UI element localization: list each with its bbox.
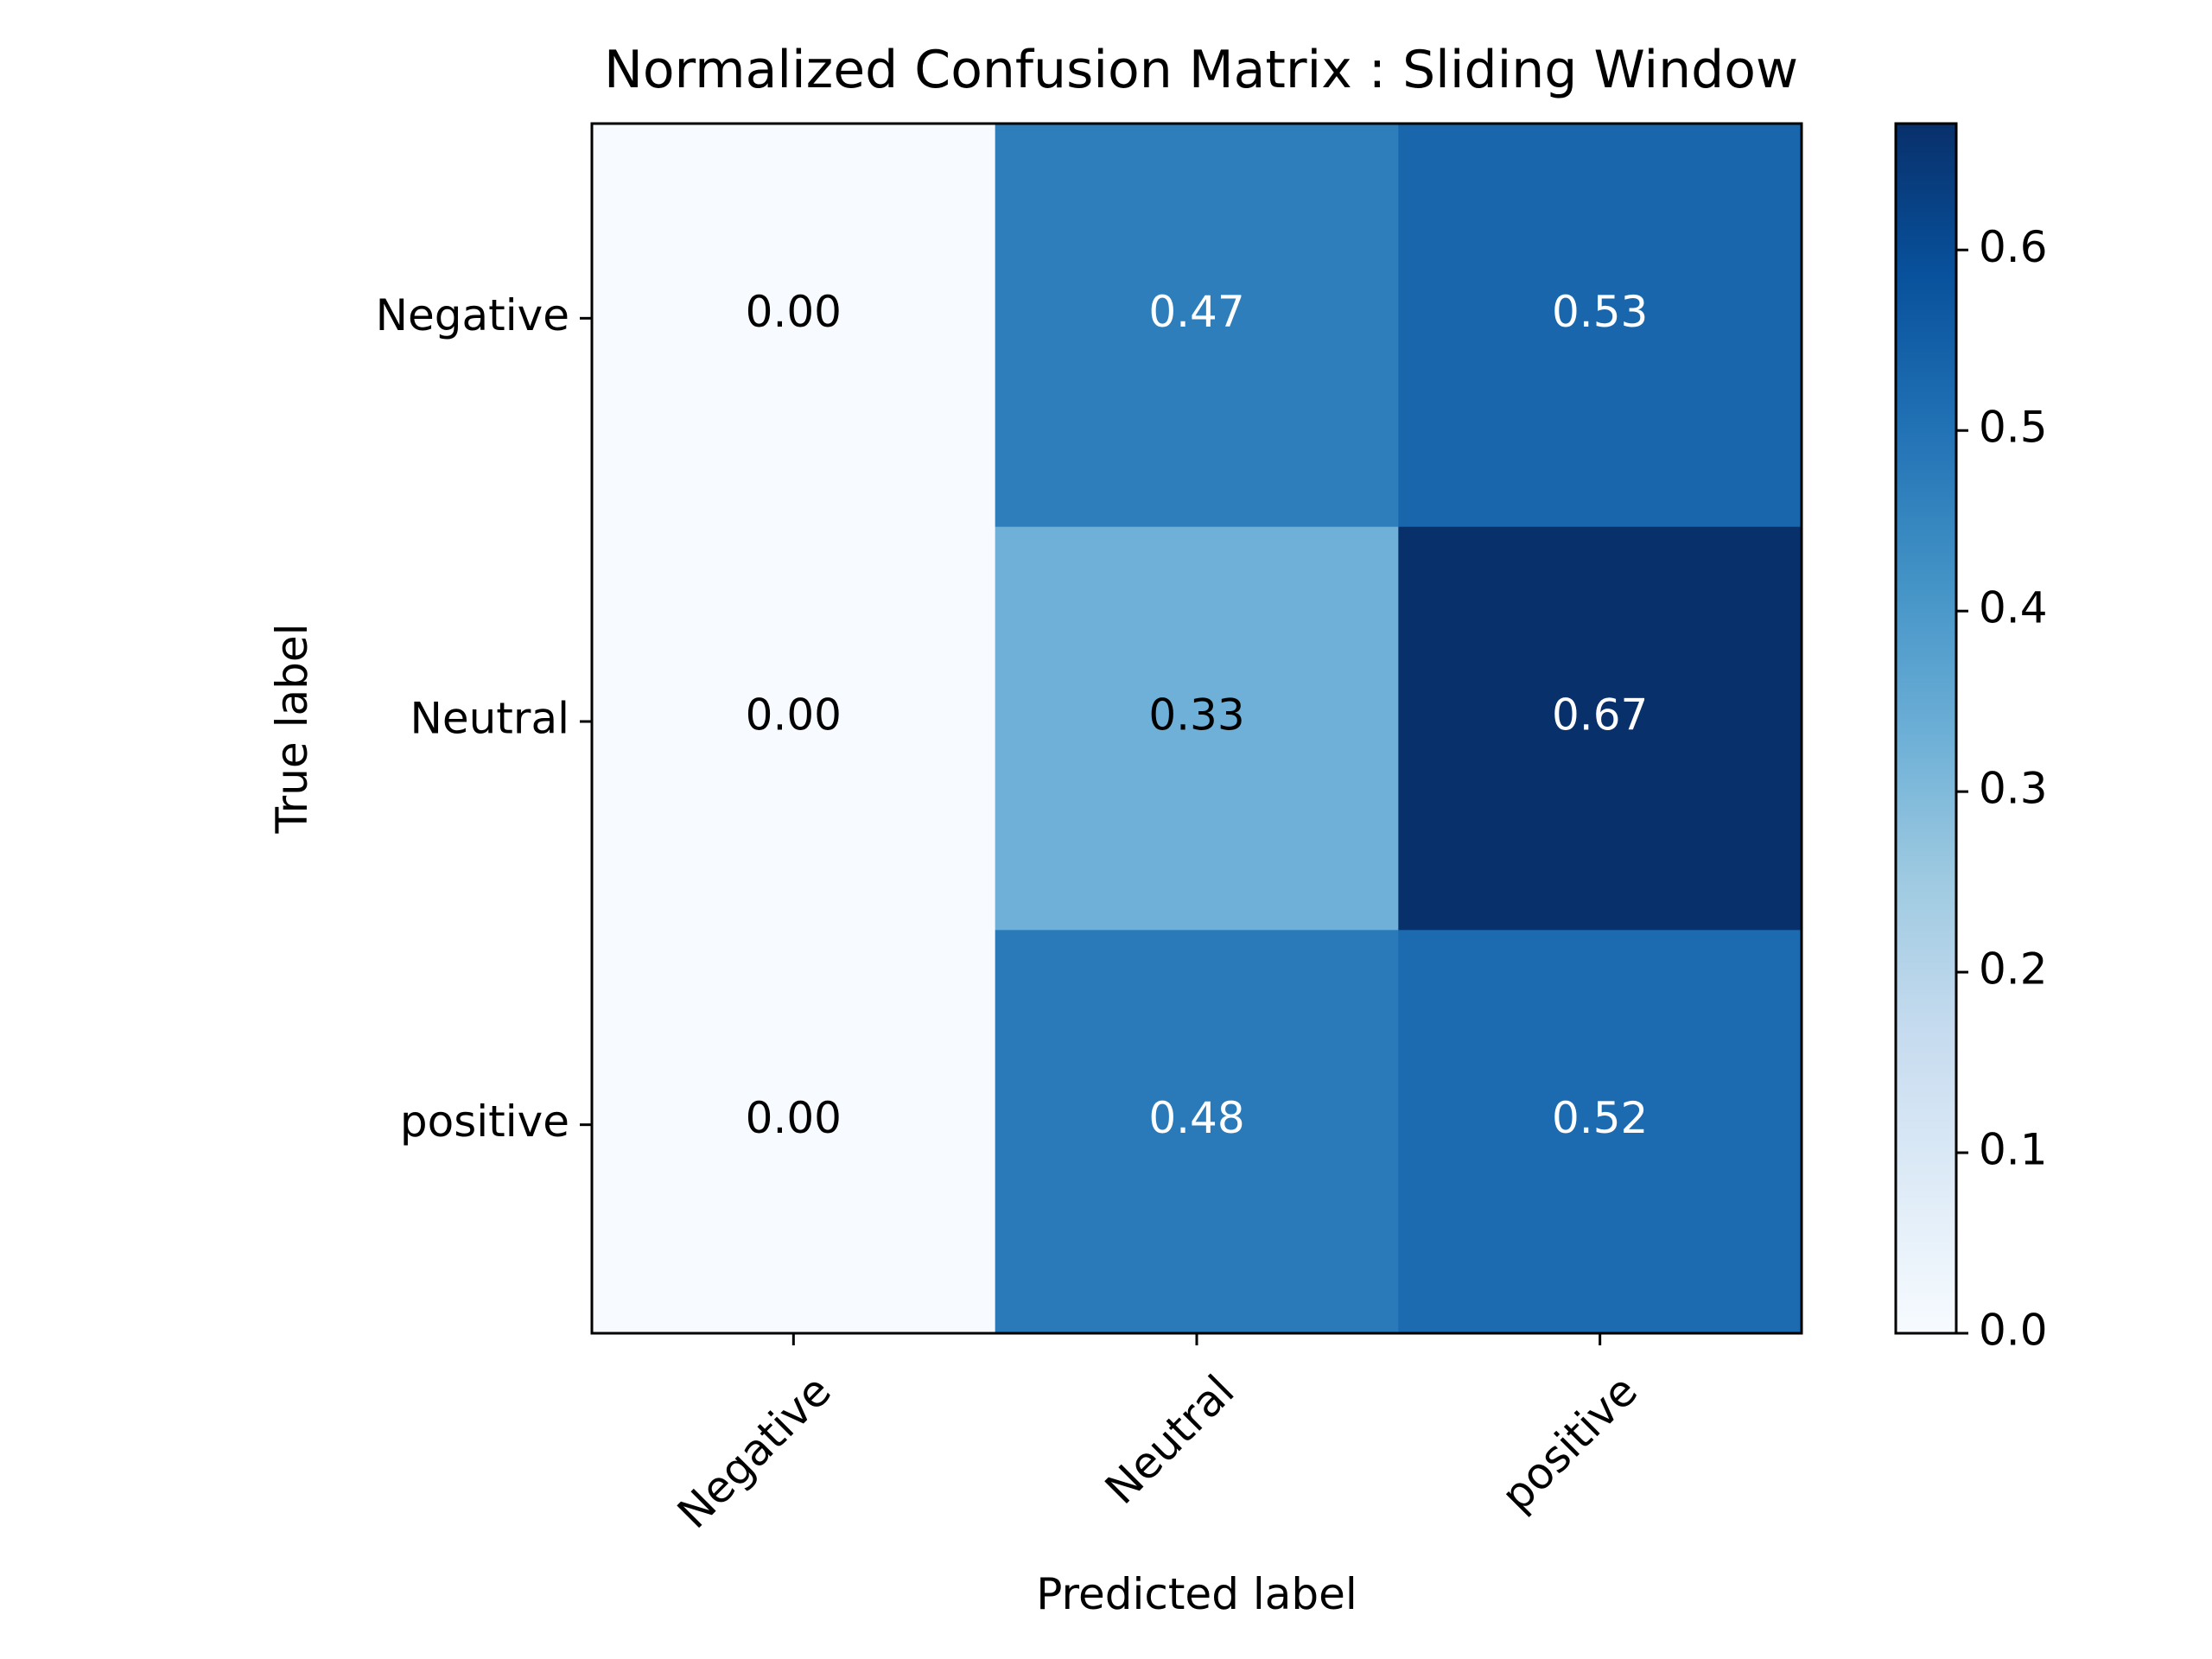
cell-value-label: 0.52 bbox=[1552, 1093, 1648, 1143]
cell-value-label: 0.47 bbox=[1148, 287, 1244, 337]
heatmap-cell bbox=[592, 930, 996, 1334]
heatmap-cell bbox=[995, 526, 1399, 931]
heatmap-cell-labels: 0.00 0.47 0.53 0.00 0.33 0.67 0.00 0.48 0.52 bbox=[746, 287, 1649, 1143]
y-tick-label: Neutral bbox=[410, 694, 569, 744]
x-axis-label: Predicted label bbox=[1036, 1569, 1357, 1619]
heatmap-cells bbox=[592, 124, 1802, 1334]
cell-value-label: 0.67 bbox=[1552, 690, 1648, 741]
cell-value-label: 0.00 bbox=[746, 287, 842, 337]
colorbar-tick-label: 0.3 bbox=[1979, 764, 2048, 814]
heatmap-cell bbox=[1398, 930, 1802, 1334]
heatmap-cell bbox=[995, 124, 1399, 528]
colorbar-tick-label: 0.2 bbox=[1979, 944, 2048, 995]
y-axis-label: True label bbox=[267, 623, 317, 834]
colorbar-tick-label: 0.1 bbox=[1979, 1125, 2048, 1175]
colorbar-tick-label: 0.6 bbox=[1979, 222, 2048, 272]
cell-value-label: 0.53 bbox=[1552, 287, 1648, 337]
cell-value-label: 0.00 bbox=[746, 690, 842, 741]
heatmap-cell bbox=[995, 930, 1399, 1334]
cell-value-label: 0.00 bbox=[746, 1093, 842, 1143]
heatmap-cell bbox=[592, 526, 996, 931]
cell-value-label: 0.48 bbox=[1148, 1093, 1244, 1143]
colorbar-tick-label: 0.5 bbox=[1979, 403, 2048, 453]
heatmap-cell bbox=[1398, 526, 1802, 931]
cell-value-label: 0.33 bbox=[1148, 690, 1244, 741]
colorbar-tick-label: 0.4 bbox=[1979, 583, 2048, 633]
heatmap-cell bbox=[592, 124, 996, 528]
colorbar bbox=[1896, 124, 1956, 1333]
colorbar-tick-label: 0.0 bbox=[1979, 1306, 2048, 1356]
colorbar-ticks: 0.0 0.1 0.2 0.3 0.4 0.5 0.6 bbox=[1956, 222, 2048, 1356]
y-tick-label: positive bbox=[400, 1096, 569, 1147]
y-axis-ticks: Negative Neutral positive bbox=[376, 290, 592, 1147]
heatmap-cell bbox=[1398, 124, 1802, 528]
chart-title: Normalized Confusion Matrix : Sliding Wi… bbox=[604, 40, 1798, 100]
colorbar-frame bbox=[1894, 122, 1958, 1335]
y-tick-label: Negative bbox=[376, 290, 569, 340]
